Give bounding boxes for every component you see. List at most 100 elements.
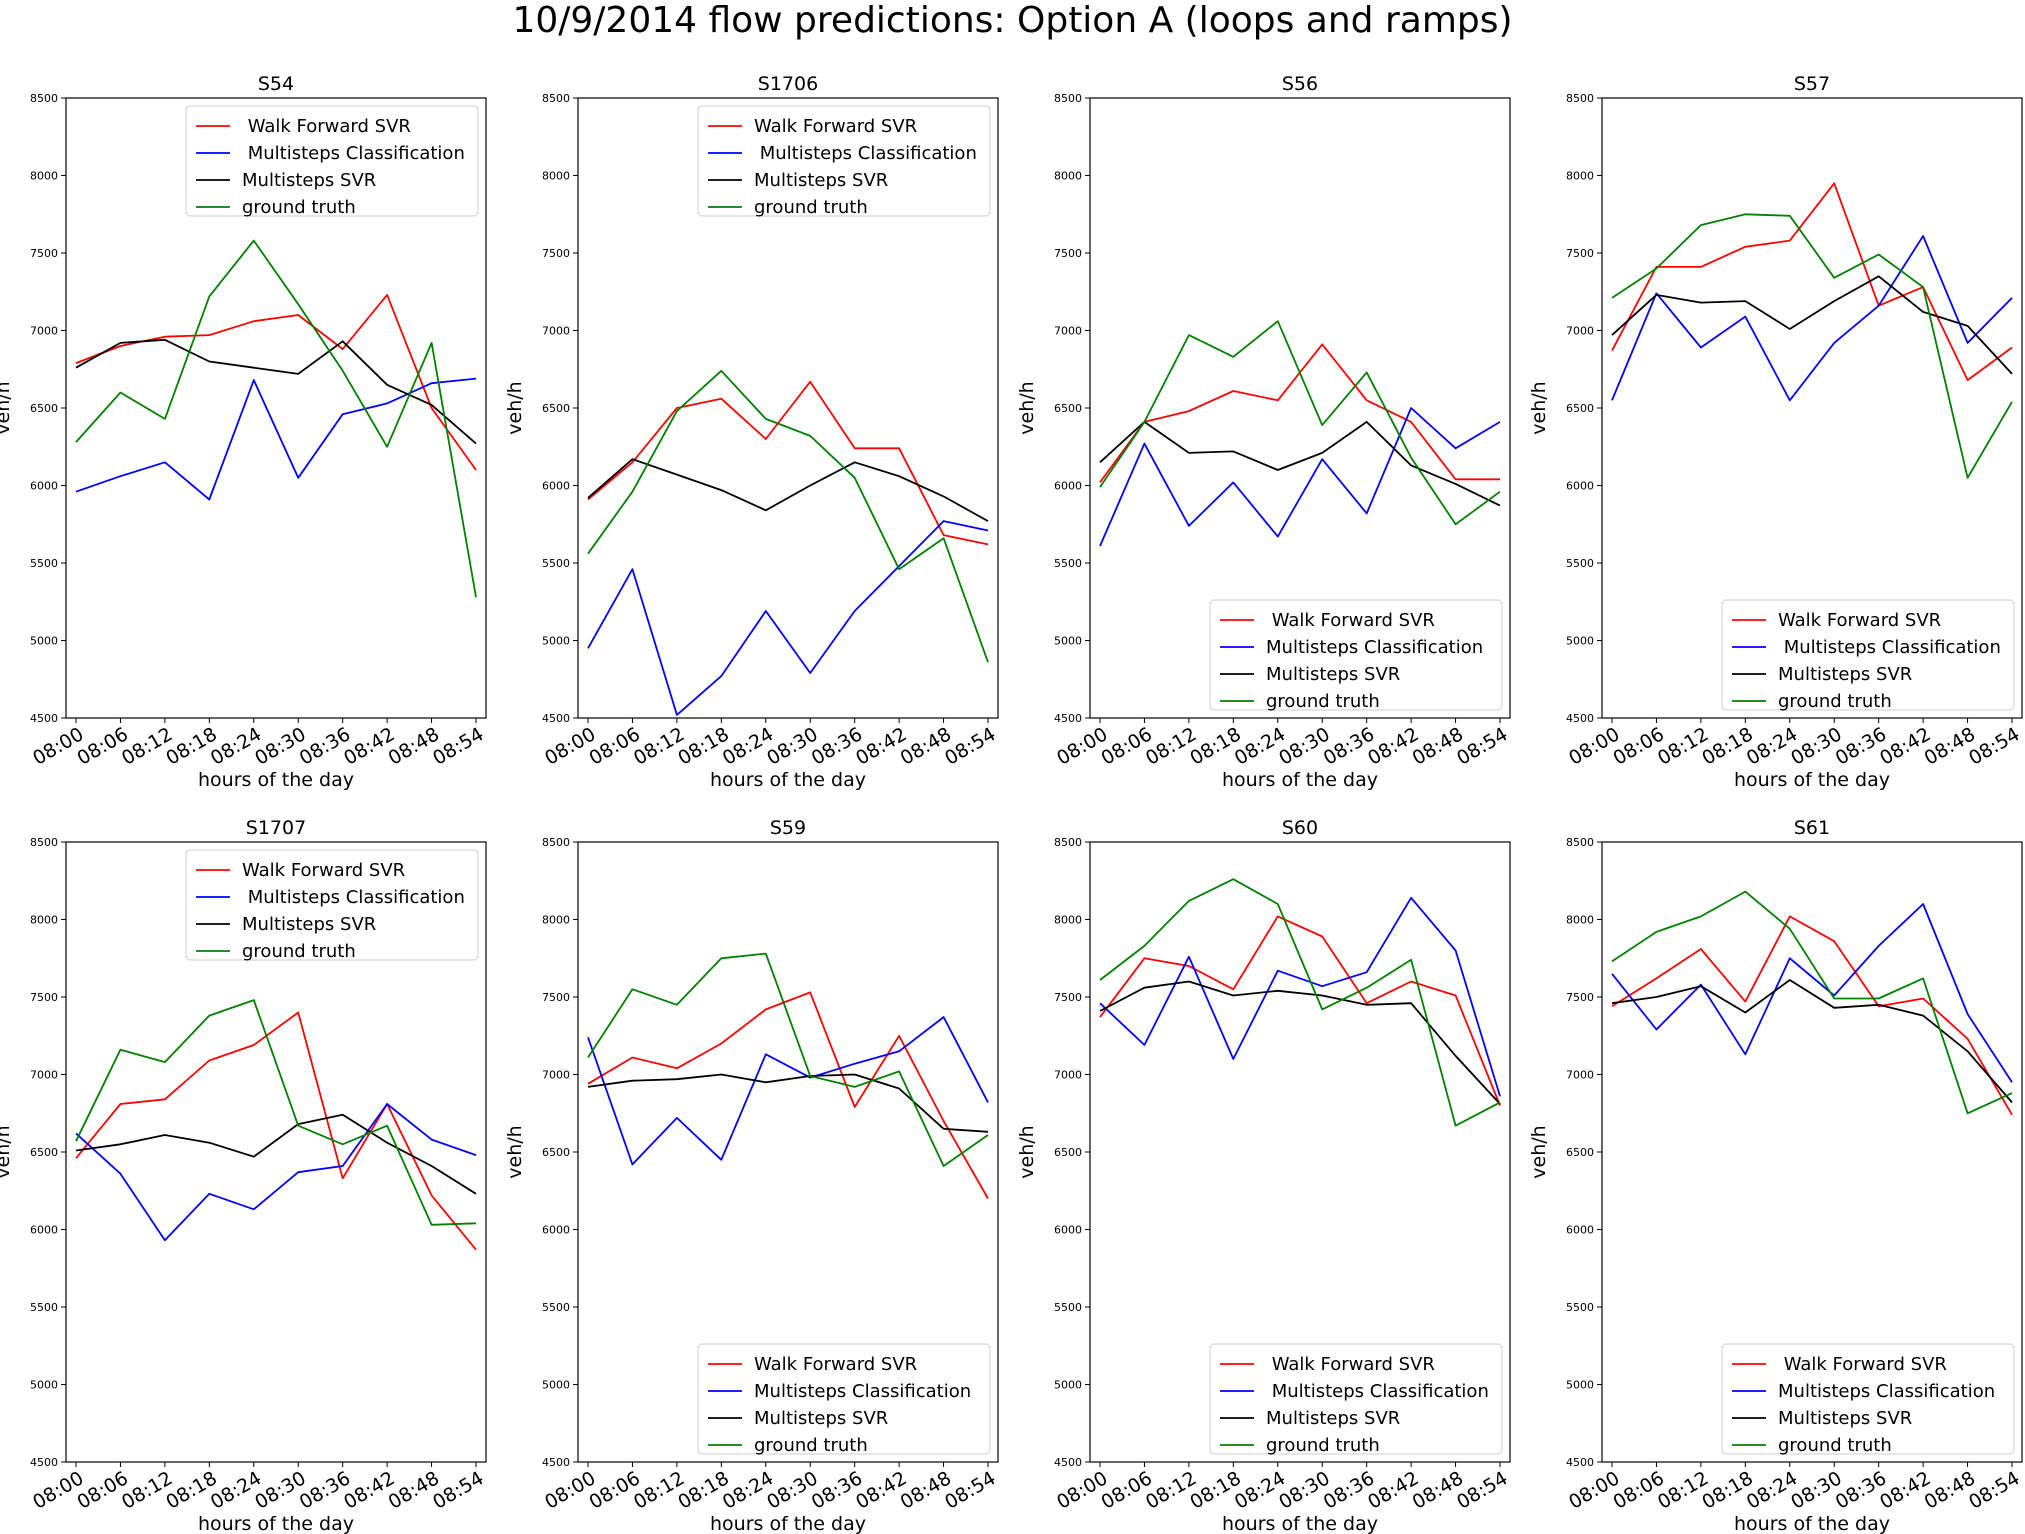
legend-label: ground truth [1266, 1435, 1380, 1456]
y-tick-label: 6500 [542, 402, 570, 415]
legend-label: Walk Forward SVR [754, 116, 917, 137]
y-tick-label: 4500 [1054, 1456, 1082, 1469]
series-line-multisteps-classification [587, 1016, 989, 1166]
y-tick-label: 6500 [1566, 402, 1594, 415]
y-tick-label: 7000 [30, 325, 58, 338]
x-tick-label: 08:48 [385, 1467, 443, 1513]
x-tick-label: 08:36 [296, 723, 354, 769]
x-tick-label: 08:18 [162, 1467, 220, 1513]
x-tick-label: 08:12 [1654, 723, 1712, 769]
subplot-s1706: S1706 4500 5000 5500 6000 6500 7000 7500 8000 850… [504, 73, 1000, 791]
x-tick-label: 08:42 [852, 1467, 910, 1513]
y-tick-label: 7500 [1054, 247, 1082, 260]
legend-label: Multisteps Classification [1778, 637, 2001, 658]
y-tick-label: 6000 [30, 1224, 58, 1237]
x-axis-label: hours of the day [710, 769, 866, 791]
x-tick-label: 08:06 [74, 723, 132, 769]
legend-box [1209, 599, 1503, 711]
x-tick-label: 08:48 [1409, 1467, 1467, 1513]
x-tick-label: 08:24 [719, 1467, 777, 1513]
legend-label: Multisteps Classification [242, 887, 465, 908]
y-tick-label: 8000 [1566, 914, 1594, 927]
legend-box [185, 105, 479, 217]
y-axis-label: veh/h [1016, 381, 1038, 434]
x-tick-label: 08:06 [586, 1467, 644, 1513]
series-line-multisteps-svr [75, 1113, 477, 1195]
y-tick-label: 5000 [1054, 1379, 1082, 1392]
subplot-title: S61 [1794, 817, 1830, 839]
x-axis-label: hours of the day [1734, 1513, 1890, 1534]
series-line-ground-truth [75, 999, 477, 1226]
subplot-title: S1706 [758, 73, 818, 95]
x-tick-label: 08:54 [1453, 723, 1511, 769]
y-tick-label: 8000 [30, 914, 58, 927]
x-tick-label: 08:30 [763, 1467, 821, 1513]
x-tick-label: 08:00 [1053, 723, 1111, 769]
legend-box [1209, 1343, 1503, 1455]
subplot-s54: S54 4500 5000 5500 6000 6500 7000 7500 8000 8500 v… [0, 73, 488, 791]
series-line-multisteps-svr [1099, 980, 1501, 1105]
x-tick-label: 08:36 [296, 1467, 354, 1513]
x-tick-label: 08:54 [1453, 1467, 1511, 1513]
x-tick-label: 08:54 [1965, 1467, 2023, 1513]
x-tick-label: 08:06 [586, 723, 644, 769]
subplot-title: S56 [1282, 73, 1318, 95]
y-tick-label: 7000 [1054, 1069, 1082, 1082]
legend-label: ground truth [242, 941, 356, 962]
y-tick-label: 8000 [542, 914, 570, 927]
y-tick-label: 5500 [1566, 557, 1594, 570]
series-line-ground-truth [1099, 320, 1501, 526]
y-tick-label: 6000 [542, 480, 570, 493]
y-tick-label: 5500 [30, 1301, 58, 1314]
y-tick-label: 6000 [1054, 480, 1082, 493]
y-tick-label: 8500 [1054, 92, 1082, 105]
legend-label: Walk Forward SVR [1266, 610, 1435, 631]
legend-label: Multisteps SVR [242, 170, 376, 191]
legend-label: Multisteps Classification [242, 143, 465, 164]
x-tick-label: 08:30 [763, 723, 821, 769]
y-tick-label: 5000 [30, 635, 58, 648]
x-tick-label: 08:18 [162, 723, 220, 769]
legend-label: Multisteps Classification [754, 1381, 971, 1402]
x-tick-label: 08:12 [1142, 723, 1200, 769]
legend-label: Walk Forward SVR [242, 116, 411, 137]
legend-label: ground truth [754, 197, 868, 218]
y-tick-label: 6500 [1054, 402, 1082, 415]
y-tick-label: 8500 [1566, 92, 1594, 105]
y-tick-label: 5500 [1566, 1301, 1594, 1314]
y-tick-label: 5000 [1054, 635, 1082, 648]
y-axis-label: veh/h [1528, 1125, 1550, 1178]
y-tick-label: 6500 [30, 1146, 58, 1159]
x-tick-label: 08:30 [1787, 1467, 1845, 1513]
series-line-ground-truth [75, 239, 477, 598]
y-tick-label: 5000 [1566, 1379, 1594, 1392]
legend-label: ground truth [242, 197, 356, 218]
legend-label: Walk Forward SVR [1266, 1354, 1435, 1375]
legend-label: Walk Forward SVR [1778, 610, 1941, 631]
x-tick-label: 08:24 [1743, 1467, 1801, 1513]
series-line-multisteps-svr [1611, 979, 2013, 1103]
y-tick-label: 4500 [30, 1456, 58, 1469]
subplot-s1707: S1707 4500 5000 5500 6000 6500 7000 7500 8000 850… [0, 817, 488, 1534]
x-tick-label: 08:06 [1610, 723, 1668, 769]
y-tick-label: 5000 [542, 635, 570, 648]
y-tick-label: 8500 [542, 92, 570, 105]
legend-label: Multisteps SVR [1778, 1408, 1912, 1429]
x-tick-label: 08:00 [1565, 723, 1623, 769]
x-tick-label: 08:30 [1275, 1467, 1333, 1513]
series-line-ground-truth [1099, 878, 1501, 1127]
y-tick-label: 7500 [1566, 247, 1594, 260]
x-axis-label: hours of the day [1222, 1513, 1378, 1534]
legend-label: Multisteps SVR [754, 1408, 888, 1429]
legend-label: Multisteps Classification [1266, 1381, 1489, 1402]
y-tick-label: 7000 [542, 1069, 570, 1082]
x-tick-label: 08:42 [852, 723, 910, 769]
x-tick-label: 08:30 [1275, 723, 1333, 769]
series-line-multisteps-classification [1099, 896, 1501, 1097]
legend-box [1721, 1343, 2015, 1455]
x-tick-label: 08:00 [541, 723, 599, 769]
subplot-title: S54 [258, 73, 294, 95]
y-tick-label: 4500 [1054, 712, 1082, 725]
legend-label: Walk Forward SVR [242, 860, 405, 881]
x-axis-label: hours of the day [1222, 769, 1378, 791]
